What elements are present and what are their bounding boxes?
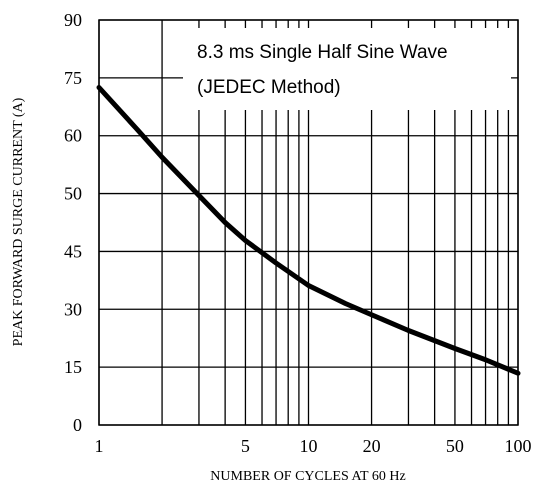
surge-current-curve: [96, 85, 521, 376]
y-tick-label: 0: [73, 415, 82, 435]
x-tick-label: 50: [446, 436, 464, 456]
x-tick-label: 1: [95, 436, 104, 456]
annotation-box: [183, 28, 511, 110]
y-tick-label: 50: [64, 184, 82, 204]
x-tick-label: 20: [363, 436, 381, 456]
x-tick-label: 10: [300, 436, 318, 456]
y-tick-label: 60: [64, 126, 82, 146]
annotation-line-1: 8.3 ms Single Half Sine Wave: [197, 42, 448, 63]
plot-frame: [98, 19, 519, 426]
x-axis-title: NUMBER OF CYCLES AT 60 Hz: [210, 469, 405, 484]
x-tick-label: 100: [505, 436, 532, 456]
y-tick-label: 75: [64, 68, 82, 88]
x-tick-labels: 1 5 10 20 50 100: [95, 436, 532, 456]
x-tick-label: 5: [241, 436, 250, 456]
y-tick-label: 15: [64, 357, 82, 377]
y-axis-title: PEAK FORWARD SURGE CURRENT (A): [11, 97, 26, 346]
y-tick-label: 30: [64, 299, 82, 319]
y-tick-labels: 0 15 30 45 50 60 75 90: [64, 10, 82, 435]
y-tick-label: 90: [64, 10, 82, 30]
annotation-line-2: (JEDEC Method): [197, 77, 341, 98]
y-tick-label: 45: [64, 241, 82, 261]
